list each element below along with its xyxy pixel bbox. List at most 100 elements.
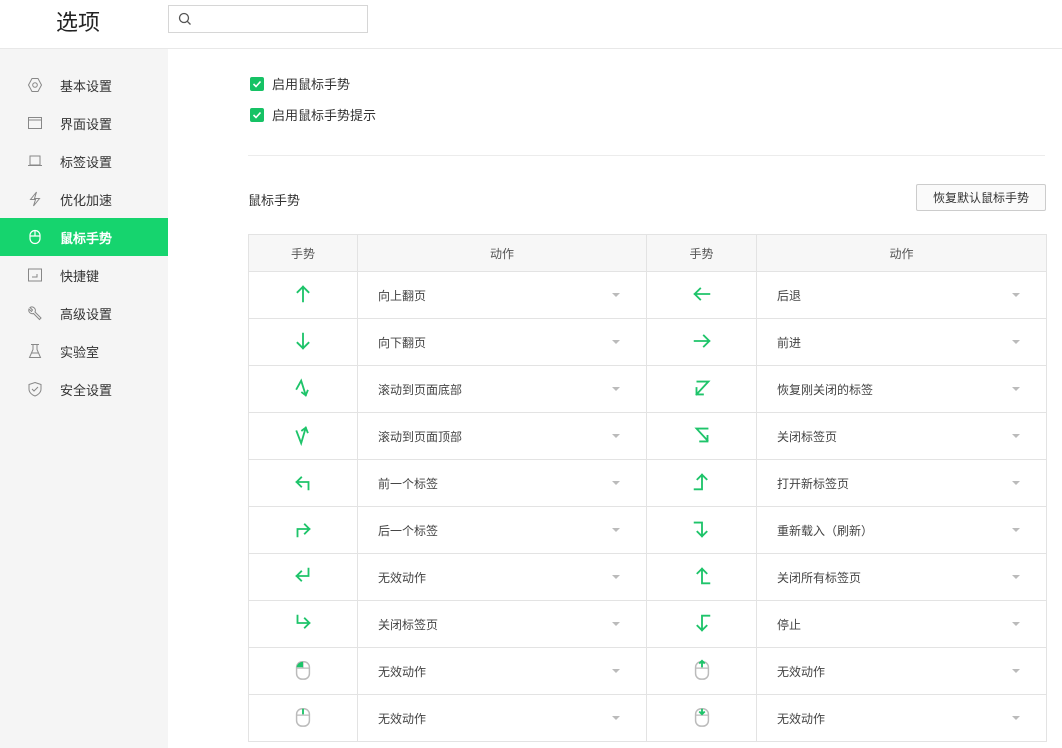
action-select[interactable]: 打开新标签页 — [756, 459, 1047, 507]
gesture-cell — [646, 271, 757, 319]
action-select[interactable]: 向下翻页 — [357, 318, 647, 366]
sidebar-item-0[interactable]: 基本设置 — [0, 66, 168, 104]
gesture-cell — [248, 271, 358, 319]
sidebar-item-7[interactable]: 实验室 — [0, 332, 168, 370]
table-row: 向上翻页 后退 — [248, 271, 1047, 319]
chevron-down-icon — [612, 293, 620, 297]
checkbox-checked-icon[interactable] — [250, 76, 264, 91]
table-row: 无效动作 无效动作 — [248, 694, 1047, 742]
action-select[interactable]: 关闭标签页 — [357, 600, 647, 648]
mouse-wheel-up-icon — [694, 659, 709, 680]
action-value: 恢复刚关闭的标签 — [777, 382, 874, 397]
column-header-gesture: 手势 — [646, 234, 757, 272]
gesture-up-right-icon — [296, 522, 311, 537]
action-select[interactable]: 停止 — [756, 600, 1047, 648]
sidebar-item-4[interactable]: 鼠标手势 — [0, 218, 168, 256]
gesture-cell — [248, 600, 358, 648]
action-value: 前进 — [777, 335, 802, 350]
gesture-down-icon — [296, 332, 310, 350]
action-select[interactable]: 后一个标签 — [357, 506, 647, 554]
gesture-cell — [646, 365, 757, 413]
action-select[interactable]: 前进 — [756, 318, 1047, 366]
chevron-down-icon — [612, 575, 620, 579]
sidebar: 基本设置界面设置标签设置优化加速 鼠标手势快捷键高级设置实验室安全设置 — [0, 49, 168, 748]
chevron-down-icon — [1012, 481, 1020, 485]
chevron-down-icon — [1012, 387, 1020, 391]
chevron-down-icon — [1012, 669, 1020, 673]
table-row: 向下翻页 前进 — [248, 318, 1047, 366]
sidebar-item-5[interactable]: 快捷键 — [0, 256, 168, 294]
chevron-down-icon — [1012, 575, 1020, 579]
gesture-left-right-zigzag-icon — [693, 427, 709, 442]
table-row: 滚动到页面底部 恢复刚关闭的标签 — [248, 365, 1047, 413]
gesture-cell — [646, 647, 757, 695]
sidebar-item-label: 安全设置 — [60, 383, 113, 399]
action-value: 后退 — [777, 288, 802, 303]
sidebar-item-label: 快捷键 — [60, 269, 100, 285]
sidebar-item-label: 界面设置 — [60, 117, 113, 133]
search-icon — [178, 12, 191, 25]
action-select[interactable]: 滚动到页面底部 — [357, 365, 647, 413]
action-value: 无效动作 — [378, 711, 427, 726]
table-row: 后一个标签 重新载入（刷新） — [248, 506, 1047, 554]
action-select[interactable]: 无效动作 — [357, 694, 647, 742]
action-value: 打开新标签页 — [777, 476, 850, 491]
gesture-cell — [646, 459, 757, 507]
sidebar-item-6[interactable]: 高级设置 — [0, 294, 168, 332]
sidebar-item-label: 高级设置 — [60, 307, 113, 323]
gesture-cell — [646, 506, 757, 554]
enable-gesture-hint-checkbox[interactable]: 启用鼠标手势提示 — [250, 105, 376, 124]
action-select[interactable]: 重新载入（刷新） — [756, 506, 1047, 554]
gesture-cell — [248, 553, 358, 601]
flask-icon — [28, 344, 42, 358]
window-icon — [28, 117, 42, 129]
sidebar-item-8[interactable]: 安全设置 — [0, 370, 168, 408]
checkbox-checked-icon[interactable] — [250, 107, 264, 122]
action-value: 关闭标签页 — [378, 617, 439, 632]
action-value: 关闭标签页 — [777, 429, 838, 444]
action-value: 向上翻页 — [378, 288, 427, 303]
gesture-left-down-icon — [695, 614, 710, 632]
mouse-wheel-down-icon — [694, 707, 709, 727]
chevron-down-icon — [612, 340, 620, 344]
action-select[interactable]: 无效动作 — [357, 553, 647, 601]
action-value: 后一个标签 — [378, 523, 439, 538]
action-select[interactable]: 无效动作 — [756, 694, 1047, 742]
gesture-cell — [646, 553, 757, 601]
gesture-right-down-icon — [693, 521, 708, 538]
gesture-cell — [248, 506, 358, 554]
action-value: 滚动到页面顶部 — [378, 429, 463, 444]
action-value: 前一个标签 — [378, 476, 439, 491]
action-select[interactable]: 关闭标签页 — [756, 412, 1047, 460]
gesture-cell — [248, 459, 358, 507]
action-select[interactable]: 无效动作 — [357, 647, 647, 695]
chevron-down-icon — [1012, 340, 1020, 344]
action-select[interactable]: 恢复刚关闭的标签 — [756, 365, 1047, 413]
gesture-cell — [248, 412, 358, 460]
table-row: 无效动作 关闭所有标签页 — [248, 553, 1047, 601]
gesture-down-right-icon — [296, 614, 311, 629]
action-select[interactable]: 滚动到页面顶部 — [357, 412, 647, 460]
enable-mouse-gesture-checkbox[interactable]: 启用鼠标手势 — [250, 74, 350, 93]
gesture-left-up-icon — [695, 566, 710, 584]
search-input[interactable] — [168, 5, 368, 33]
sidebar-item-3[interactable]: 优化加速 — [0, 180, 168, 218]
mouse-icon — [29, 229, 41, 245]
sidebar-item-2[interactable]: 标签设置 — [0, 142, 168, 180]
shield-icon — [28, 381, 42, 397]
keyboard-shortcut-icon — [28, 268, 42, 282]
action-select[interactable]: 向上翻页 — [357, 271, 647, 319]
divider — [248, 155, 1045, 156]
gesture-cell — [248, 318, 358, 366]
gesture-right-up-icon — [693, 472, 708, 490]
sidebar-item-label: 基本设置 — [60, 79, 113, 95]
sidebar-item-1[interactable]: 界面设置 — [0, 104, 168, 142]
action-select[interactable]: 后退 — [756, 271, 1047, 319]
gesture-cell — [248, 647, 358, 695]
action-select[interactable]: 前一个标签 — [357, 459, 647, 507]
action-value: 无效动作 — [777, 711, 826, 726]
action-select[interactable]: 关闭所有标签页 — [756, 553, 1047, 601]
action-select[interactable]: 无效动作 — [756, 647, 1047, 695]
sidebar-item-label: 标签设置 — [60, 155, 113, 171]
reset-gestures-button[interactable]: 恢复默认鼠标手势 — [916, 184, 1046, 211]
